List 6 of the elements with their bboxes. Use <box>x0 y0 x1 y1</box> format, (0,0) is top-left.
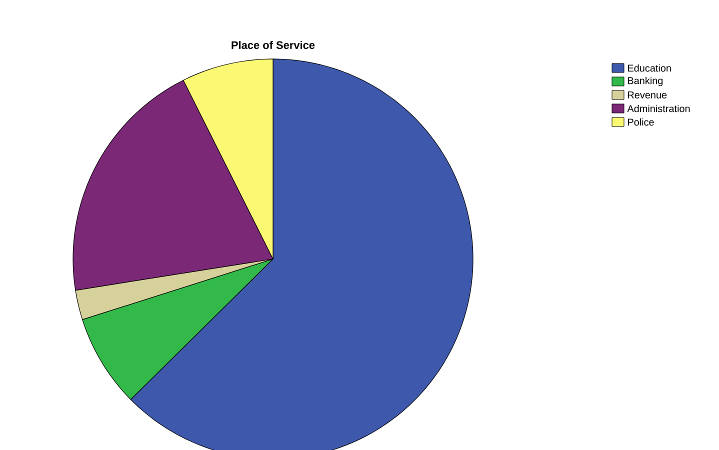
legend-label: Police <box>628 118 654 126</box>
legend-label: Education <box>628 64 671 72</box>
legend-label: Administration <box>627 104 690 112</box>
chart-title: Place of Service <box>232 40 315 50</box>
legend-label: Revenue <box>628 92 667 98</box>
legend-label: Banking <box>628 76 663 86</box>
